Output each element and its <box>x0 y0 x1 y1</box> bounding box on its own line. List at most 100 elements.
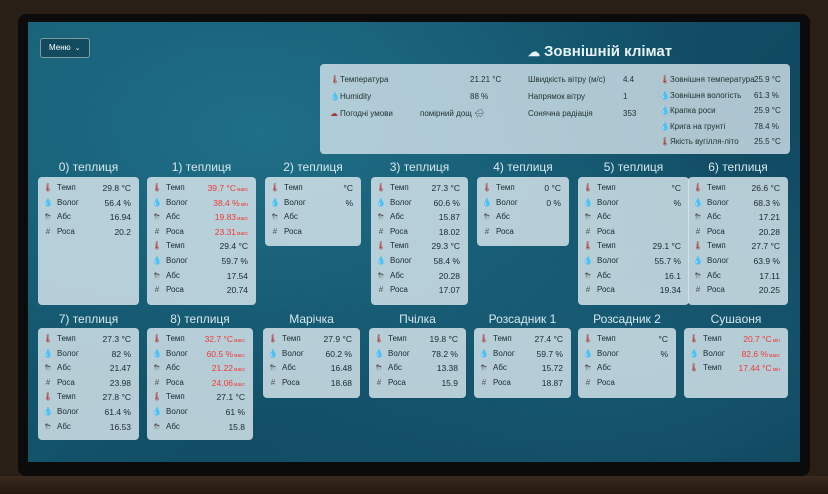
sensor-row: 💧 Волог 59.7 % <box>474 349 571 363</box>
ext-row-right: 💧Крига на грунті 78.4 % <box>660 122 779 131</box>
sensor-row: 🌡 Темп 19.8 °C <box>369 334 466 348</box>
greenhouse-card[interactable]: 🌡 Темп 29.8 °C 💧 Волог 56.4 % ⛈ Абс 16.94 # Роса 20… <box>38 177 139 305</box>
hash-icon: # <box>695 285 701 295</box>
sensor-row: # Роса 20.28 <box>688 227 788 241</box>
sensor-value: 38.4 %мін <box>213 197 248 208</box>
sensor-row: 💧 Волог 60.2 % <box>263 349 360 363</box>
sensor-value: 21.22макс <box>211 363 245 374</box>
rain-cloud-icon: ⛈ <box>153 421 161 431</box>
sensor-label: Волог <box>57 197 79 207</box>
sensor-value: 0 °C <box>544 183 561 193</box>
sensor-label: Волог <box>597 348 619 358</box>
sensor-value: 59.7 % <box>536 348 563 359</box>
ext-row-left: ☁ Погодні умови помірний дощ 🌧 <box>330 109 484 118</box>
sensor-label: Абс <box>390 212 404 222</box>
sensor-row: 💧 Волог% <box>578 198 689 212</box>
greenhouse-card[interactable]: 🌡 Темп 27.9 °C 💧 Волог 60.2 % ⛈ Абс 16.48 # Роса 18… <box>263 328 360 398</box>
greenhouse-card[interactable]: 🌡 Темп 27.4 °C 💧 Волог 59.7 % ⛈ Абс 15.72 # Роса 18… <box>474 328 571 398</box>
menu-button-label: Меню <box>49 43 71 52</box>
sensor-value: 20.28 <box>758 226 780 237</box>
sensor-row: # Роса 20.2 <box>38 227 139 241</box>
rain-cloud-icon: ⛈ <box>694 212 702 222</box>
sensor-label: Темп <box>166 392 185 402</box>
sensor-row: ⛈ Абс <box>265 212 361 226</box>
dashboard-screen: Меню ⌄ ☁ Зовнішній клімат 🌡 Температура 21.2… <box>28 22 800 462</box>
thermometer-icon: 🌡 <box>583 241 594 251</box>
sensor-row: # Роса 23.98 <box>38 378 139 392</box>
sensor-row: ⛈ Абс <box>578 363 676 377</box>
sensor-row: 🌡 Темп 0 °C <box>477 183 569 197</box>
greenhouse-card[interactable]: 🌡 Темп 39.7 °Cмакс 💧 Волог 38.4 %мін ⛈ Абс 19.83… <box>147 177 256 305</box>
rain-cloud-icon: ⛈ <box>44 363 52 373</box>
greenhouse-title: 0) теплиця <box>58 160 119 174</box>
sensor-value: 27.4 °C <box>534 334 563 344</box>
sensor-value: 56.4 % <box>104 197 131 208</box>
sensor-value: 61.4 % <box>104 407 131 417</box>
greenhouse-title: 7) теплиця <box>58 312 119 326</box>
ext-label: Якість вугілля-літо <box>670 137 739 146</box>
sensor-label: Волог <box>284 197 306 207</box>
sensor-row: 🌡 Темп 20.7 °Cмін <box>684 334 788 348</box>
sensor-row: 💧 Волог% <box>578 349 676 363</box>
sensor-label: Темп <box>390 241 409 251</box>
sensor-label: Абс <box>166 363 180 373</box>
rain-cloud-icon: ⛈ <box>377 212 385 222</box>
sensor-row: 🌡 Темп 27.7 °C <box>688 241 788 255</box>
droplet-icon: 💧 <box>583 256 593 265</box>
sensor-value: 20.25 <box>758 285 780 296</box>
droplet-icon: 💧 <box>660 90 670 100</box>
hash-icon: # <box>154 226 160 236</box>
sensor-label: Абс <box>166 212 180 222</box>
ext-value: 21.21 °C <box>470 75 502 84</box>
greenhouse-title: 1) теплиця <box>171 160 232 174</box>
greenhouse-card[interactable]: 🌡 Темп 27.3 °C 💧 Волог 82 % ⛈ Абс 21.47 # Роса 23.9… <box>38 328 139 440</box>
ext-row-mid: Сонячна радіація 353 <box>528 109 636 118</box>
droplet-icon: 💧 <box>268 348 278 358</box>
sensor-label: Абс <box>597 270 611 280</box>
hash-icon: # <box>272 226 278 236</box>
sensor-row: # Роса 19.34 <box>578 285 689 299</box>
sensor-row: 💧 Волог 38.4 %мін <box>147 198 256 212</box>
greenhouse-card[interactable]: 🌡 Темп °C 💧 Волог% ⛈ Абс # Роса <box>578 328 676 398</box>
hash-icon: # <box>378 285 384 295</box>
sensor-row: ⛈ Абс 17.11 <box>688 271 788 285</box>
sensor-label: Волог <box>57 348 79 358</box>
sensor-label: Темп <box>597 183 616 192</box>
sensor-row: ⛈ Абс 15.8 <box>147 422 253 436</box>
sensor-row: 🌡 Темп 27.9 °C <box>263 334 360 348</box>
alert-suffix: макс <box>237 230 248 237</box>
greenhouse-card[interactable]: 🌡 Темп °C 💧 Волог% ⛈ Абс # Роса 🌡 Темп 29.1 °C 💧 Воло… <box>578 177 689 305</box>
sensor-label: Роса <box>496 226 514 236</box>
greenhouse-card[interactable]: 🌡 Темп 20.7 °Cмін 💧 Волог 82.6 %макс 🌡 Темп 17.4… <box>684 328 788 398</box>
sensor-value: °C <box>343 183 353 193</box>
ext-label: Крапка роси <box>670 106 716 115</box>
sensor-label: Абс <box>390 270 404 280</box>
ext-row-right: 🌡Зовнішня температура 25.9 °C <box>660 75 781 84</box>
sensor-value: 16.94 <box>109 212 131 223</box>
menu-button[interactable]: Меню ⌄ <box>40 38 90 58</box>
sensor-row: # Роса <box>578 378 676 392</box>
alert-suffix: мін <box>772 338 780 344</box>
greenhouse-card[interactable]: 🌡 Темп 19.8 °C 💧 Волог 78.2 % ⛈ Абс 13.38 # Роса 15… <box>369 328 466 398</box>
greenhouse-card[interactable]: 🌡 Темп 27.3 °C 💧 Волог 60.6 % ⛈ Абс 15.87 # Роса 18… <box>371 177 468 305</box>
sensor-value: 19.8 °C <box>429 334 458 344</box>
sensor-row: # Роса 17.07 <box>371 285 468 299</box>
sensor-row: 🌡 Темп 27.8 °C <box>38 392 139 406</box>
greenhouse-card[interactable]: 🌡 Темп 0 °C 💧 Волог 0 % ⛈ Абс # Роса <box>477 177 569 246</box>
sensor-row: 💧 Волог 63.9 % <box>688 256 788 270</box>
sensor-label: Темп <box>597 334 616 343</box>
sensor-row: 🌡 Темп 27.4 °C <box>474 334 571 348</box>
greenhouse-card[interactable]: 🌡 Темп 32.7 °Cмакс 💧 Волог 60.5 %макс ⛈ Абс 21.2… <box>147 328 253 440</box>
greenhouse-card[interactable]: 🌡 Темп 26.6 °C 💧 Волог 68.3 % ⛈ Абс 17.21 # Роса 20… <box>688 177 788 305</box>
sensor-row: 🌡 Темп °C <box>265 183 361 197</box>
sensor-row: 💧 Волог 56.4 % <box>38 198 139 212</box>
sensor-row: 💧 Волог 59.7 % <box>147 256 256 270</box>
sensor-value: 27.3 °C <box>102 334 131 344</box>
sensor-value: 55.7 % <box>654 256 681 266</box>
rain-cloud-icon: ⛈ <box>269 363 277 373</box>
thermometer-icon: 🌡 <box>374 334 385 343</box>
sensor-row: 🌡 Темп 26.6 °C <box>688 183 788 197</box>
greenhouse-card[interactable]: 🌡 Темп °C 💧 Волог% ⛈ Абс # Роса <box>265 177 361 246</box>
thermometer-icon: 🌡 <box>152 183 163 192</box>
thermometer-icon: 🌡 <box>268 334 279 343</box>
